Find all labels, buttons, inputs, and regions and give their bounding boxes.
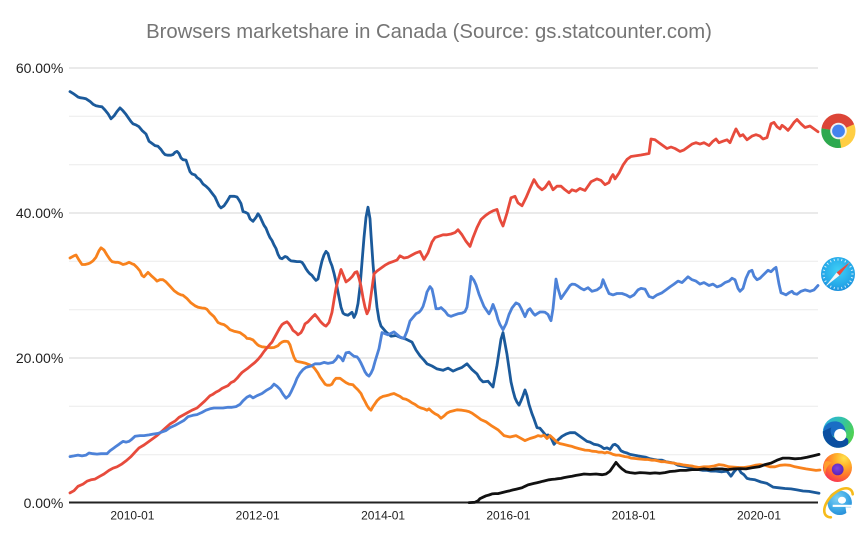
svg-text:2010-01: 2010-01 <box>110 509 154 523</box>
svg-text:2018-01: 2018-01 <box>612 509 656 523</box>
svg-text:0.00%: 0.00% <box>24 495 64 511</box>
svg-text:60.00%: 60.00% <box>16 60 63 76</box>
svg-text:2014-01: 2014-01 <box>361 509 405 523</box>
svg-text:2012-01: 2012-01 <box>236 509 280 523</box>
svg-text:40.00%: 40.00% <box>16 205 63 221</box>
svg-text:2016-01: 2016-01 <box>486 509 530 523</box>
svg-text:20.00%: 20.00% <box>16 350 63 366</box>
svg-text:2020-01: 2020-01 <box>737 509 781 523</box>
